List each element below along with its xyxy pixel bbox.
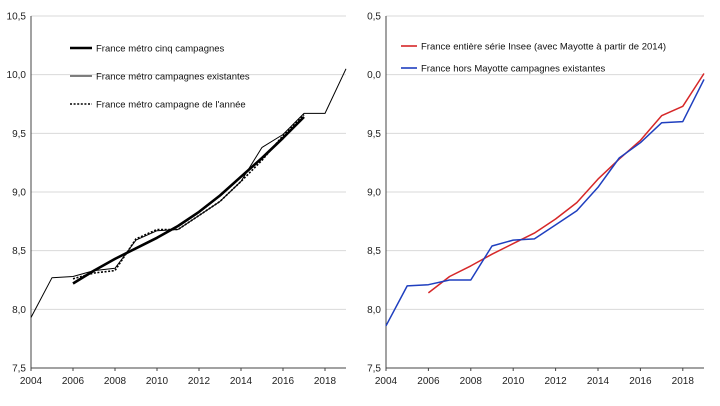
y-tick-label: 10,0 — [7, 70, 27, 81]
x-tick-label: 2004 — [375, 376, 398, 387]
y-tick-label: 9,5 — [12, 129, 26, 140]
y-tick-label: 8,0 — [367, 305, 381, 316]
y-tick-label: 7,5 — [367, 364, 381, 375]
x-tick-label: 2006 — [417, 376, 440, 387]
series-line-1 — [385, 79, 705, 327]
x-tick-label: 2016 — [272, 376, 295, 387]
y-tick-label: 9,0 — [12, 188, 26, 199]
right-chart: 7,5 8,0 8,5 9,0 9,5 0,0 0,5 2004 2006 2008 2010 201… — [367, 12, 705, 387]
left-chart: 7,5 8,0 8,5 9,0 9,5 10,0 10,5 2004 2006 2008 2010 2… — [7, 12, 347, 387]
y-tick-label: 9,0 — [367, 188, 381, 199]
x-tick-label: 2016 — [629, 376, 652, 387]
x-tick-label: 2008 — [460, 376, 483, 387]
legend-label-1: France hors Mayotte campagnes existantes — [421, 64, 606, 75]
y-tick-label: 0,0 — [367, 70, 381, 81]
y-tick-label: 10,5 — [7, 12, 27, 23]
y-tick-label: 9,5 — [367, 129, 381, 140]
x-tick-label: 2018 — [314, 376, 337, 387]
x-tick-label: 2014 — [230, 376, 253, 387]
x-tick-label: 2012 — [188, 376, 211, 387]
series-line-0 — [427, 73, 705, 294]
x-tick-label: 2004 — [20, 376, 43, 387]
y-tick-label: 8,5 — [367, 246, 381, 257]
y-tick-label: 8,0 — [12, 305, 26, 316]
y-tick-label: 7,5 — [12, 364, 26, 375]
x-tick-label: 2008 — [104, 376, 127, 387]
y-tick-label: 8,5 — [12, 246, 26, 257]
x-tick-label: 2010 — [502, 376, 525, 387]
y-tick-label: 0,5 — [367, 12, 381, 23]
legend-label-0: France entière série Insee (avec Mayotte… — [421, 42, 666, 53]
series-line-0 — [72, 115, 305, 285]
x-tick-label: 2010 — [146, 376, 169, 387]
x-tick-label: 2012 — [544, 376, 567, 387]
x-tick-label: 2018 — [672, 376, 695, 387]
legend-label-0: France métro cinq campagnes — [96, 44, 225, 55]
legend-label-1: France métro campagnes existantes — [96, 72, 250, 83]
x-tick-label: 2014 — [587, 376, 610, 387]
series-line-2 — [72, 114, 305, 280]
legend-label-2: France métro campagne de l'année — [96, 100, 246, 111]
x-tick-label: 2006 — [62, 376, 85, 387]
